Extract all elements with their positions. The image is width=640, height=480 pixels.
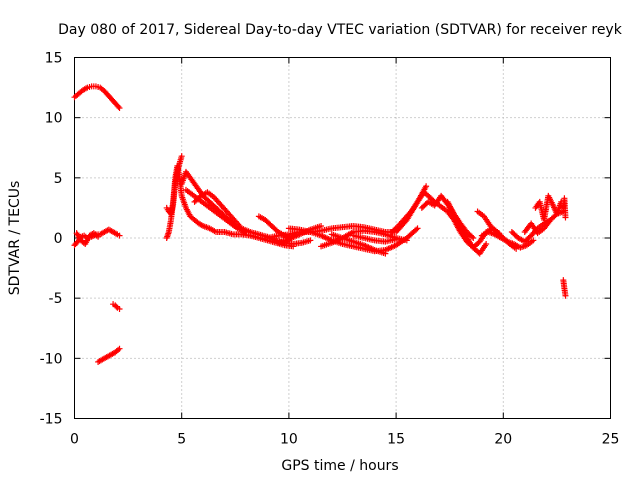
data-point bbox=[236, 222, 243, 229]
data-point bbox=[530, 237, 537, 244]
y-tick-label: -5 bbox=[49, 291, 63, 307]
data-point bbox=[562, 292, 569, 299]
y-tick-label: 10 bbox=[45, 111, 63, 127]
data-point bbox=[547, 216, 554, 223]
data-points bbox=[71, 83, 569, 365]
x-tick-label: 15 bbox=[387, 432, 405, 448]
data-point bbox=[116, 345, 123, 352]
data-point bbox=[116, 305, 123, 312]
data-point bbox=[307, 237, 314, 244]
data-point bbox=[393, 236, 400, 243]
x-axis-label: GPS time / hours bbox=[281, 458, 398, 474]
x-tick-labels: 0 5 10 15 20 25 bbox=[70, 432, 619, 448]
x-tick-label: 0 bbox=[70, 432, 79, 448]
y-tick-label: 0 bbox=[54, 231, 63, 247]
y-axis-label: SDTVAR / TECUs bbox=[7, 181, 23, 296]
data-point bbox=[403, 237, 410, 244]
y-tick-label: 5 bbox=[54, 171, 63, 187]
data-point bbox=[116, 105, 123, 112]
data-point bbox=[562, 214, 569, 221]
x-tick-label: 25 bbox=[602, 432, 620, 448]
data-point bbox=[116, 232, 123, 239]
data-point bbox=[318, 222, 325, 229]
x-tick-label: 10 bbox=[280, 432, 298, 448]
data-point bbox=[413, 226, 420, 233]
data-point bbox=[423, 183, 430, 190]
y-tick-labels: -15 -10 -5 0 5 10 15 bbox=[40, 51, 63, 428]
x-tick-label: 20 bbox=[494, 432, 512, 448]
x-tick-label: 5 bbox=[177, 432, 186, 448]
data-point bbox=[178, 153, 185, 160]
y-tick-label: 15 bbox=[45, 51, 63, 67]
data-point bbox=[468, 233, 475, 240]
data-point bbox=[382, 250, 389, 257]
data-point bbox=[470, 235, 477, 241]
data-point bbox=[483, 241, 490, 248]
data-point bbox=[113, 303, 120, 310]
y-tick-label: -15 bbox=[40, 412, 63, 428]
data-point bbox=[414, 225, 421, 232]
y-tick-label: -10 bbox=[40, 351, 63, 367]
data-point bbox=[115, 103, 122, 110]
axis-ticks bbox=[74, 57, 611, 419]
data-point bbox=[95, 233, 102, 240]
chart-title: Day 080 of 2017, Sidereal Day-to-day VTE… bbox=[58, 22, 623, 38]
data-point bbox=[243, 228, 250, 235]
